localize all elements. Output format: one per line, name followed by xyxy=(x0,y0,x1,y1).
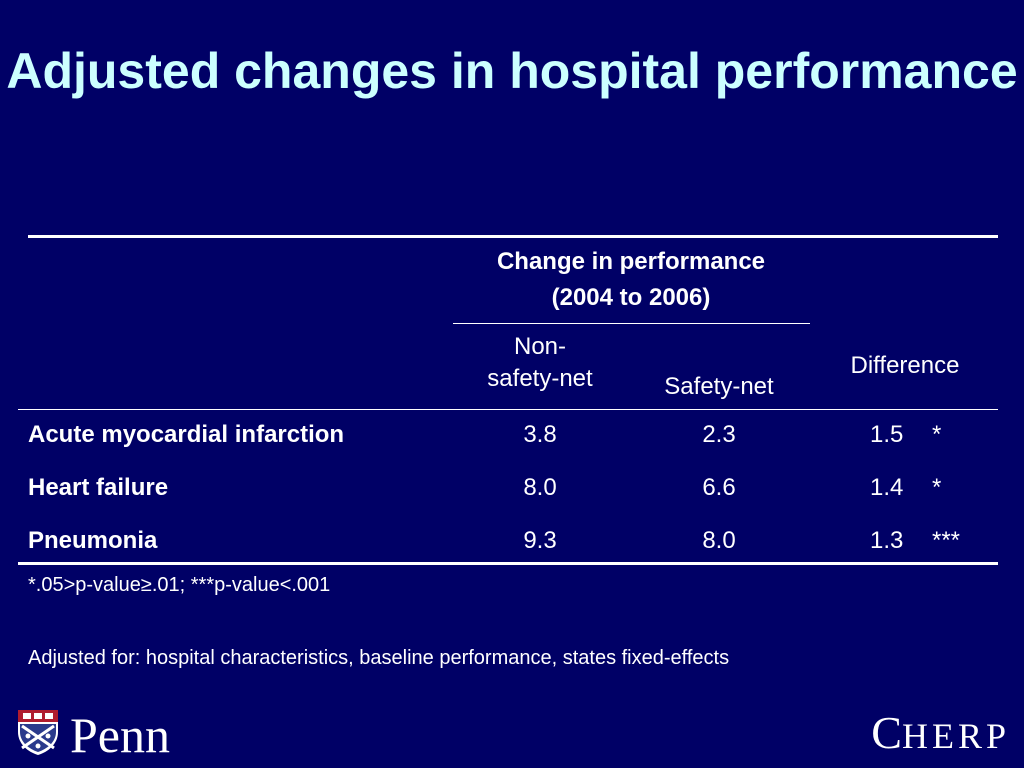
table-top-rule xyxy=(28,235,998,238)
penn-shield-icon xyxy=(18,710,58,755)
significance-marker: * xyxy=(932,421,942,448)
cherp-initial: C xyxy=(871,707,902,758)
cherp-rest: HERP xyxy=(901,716,1010,756)
slide-title: Adjusted changes in hospital performance xyxy=(6,43,1018,99)
col-header-difference: Difference xyxy=(850,352,960,379)
significance-footnote: *.05>p-value≥.01; ***p-value<.001 xyxy=(28,574,331,596)
adjusted-footnote: Adjusted for: hospital characteristics, … xyxy=(28,647,730,669)
penn-wordmark: Penn xyxy=(70,707,170,763)
col-header-nonsafety-line1: Non- xyxy=(513,333,567,360)
col-header-nonsafety-line2: safety-net xyxy=(487,365,593,392)
significance-marker: *** xyxy=(932,527,961,554)
cell-difference: 1.4 xyxy=(870,474,904,501)
significance-marker: * xyxy=(932,474,942,501)
penn-logo: Penn xyxy=(16,707,206,763)
col-header-safety: Safety-net xyxy=(664,373,774,400)
cell-safety: 8.0 xyxy=(702,527,736,554)
group-header-line2: (2004 to 2006) xyxy=(551,284,711,311)
cell-safety: 6.6 xyxy=(702,474,736,501)
row-label: Acute myocardial infarction xyxy=(28,421,345,448)
row-label: Pneumonia xyxy=(28,527,158,554)
group-header-rule xyxy=(453,323,810,324)
cell-nonsafety: 9.3 xyxy=(523,527,557,554)
cell-nonsafety: 8.0 xyxy=(523,474,557,501)
cell-difference: 1.3 xyxy=(870,527,904,554)
cell-safety: 2.3 xyxy=(702,421,736,448)
row-label: Heart failure xyxy=(28,474,169,501)
cell-nonsafety: 3.8 xyxy=(523,421,557,448)
cell-difference: 1.5 xyxy=(870,421,904,448)
table-bottom-rule xyxy=(18,562,998,565)
cherp-logo: CHERP xyxy=(871,710,1010,759)
group-header-line1: Change in performance xyxy=(496,248,766,275)
header-bottom-rule xyxy=(18,409,998,410)
